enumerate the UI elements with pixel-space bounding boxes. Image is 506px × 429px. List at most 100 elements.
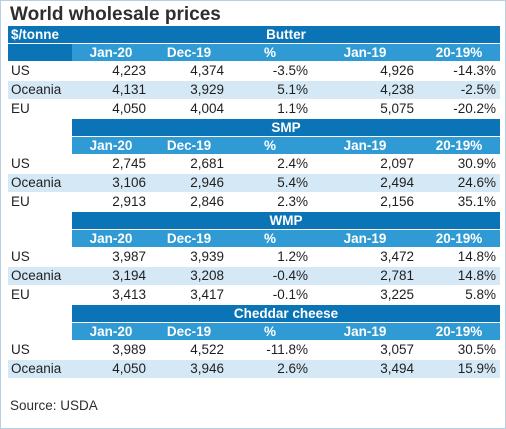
blank-cell: [8, 136, 72, 155]
column-header: Jan-20: [72, 136, 150, 155]
value-cell: 24.6%: [418, 173, 501, 193]
value-cell: 1.2%: [228, 247, 312, 267]
column-header: %: [228, 136, 312, 155]
table-row: US 4,223 4,374 -3.5% 4,926 -14.3%: [8, 61, 501, 81]
table-row: Oceania 3,106 2,946 5.4% 2,494 24.6%: [8, 173, 501, 193]
value-cell: 5.8%: [418, 285, 501, 305]
column-header-row: Jan-20 Dec-19% Jan-19 20-19%: [8, 136, 501, 155]
prices-table: $/tonne Butter Jan-20 Dec-19% Jan-19 20-19% US…: [8, 26, 501, 379]
source-note: Source: USDA: [10, 398, 98, 413]
value-cell: 2.4%: [228, 154, 312, 174]
column-header: Jan-20: [72, 322, 150, 341]
value-cell: 2,494: [312, 173, 418, 193]
value-cell: 4,522: [150, 340, 228, 360]
section-header-row: SMP: [8, 118, 501, 137]
column-header: Dec-19: [150, 322, 228, 341]
value-cell: 3,989: [72, 340, 150, 360]
value-cell: 4,374: [150, 61, 228, 81]
value-cell: 3,194: [72, 266, 150, 286]
column-header: Dec-19: [150, 43, 228, 62]
column-header: Dec-19: [150, 229, 228, 248]
region-label: Oceania: [8, 80, 72, 100]
value-cell: 1.1%: [228, 99, 312, 119]
region-label: US: [8, 247, 72, 267]
units-label: $/tonne: [8, 26, 72, 44]
column-header: Jan-19: [312, 43, 418, 62]
value-cell: 3,472: [312, 247, 418, 267]
value-cell: 3,057: [312, 340, 418, 360]
value-cell: 2,681: [150, 154, 228, 174]
column-header-row: Jan-20 Dec-19% Jan-19 20-19%: [8, 322, 501, 341]
section-title: Cheddar cheese: [72, 304, 501, 323]
value-cell: 3,494: [312, 359, 418, 379]
column-header: Jan-19: [312, 322, 418, 341]
value-cell: 2,781: [312, 266, 418, 286]
region-label: US: [8, 61, 72, 81]
value-cell: 2.3%: [228, 192, 312, 212]
value-cell: 2,846: [150, 192, 228, 212]
value-cell: -2.5%: [418, 80, 501, 100]
table-row: EU 2,913 2,846 2.3% 2,156 35.1%: [8, 192, 501, 212]
region-label: EU: [8, 192, 72, 212]
column-header: %: [228, 229, 312, 248]
blank-cell: [8, 43, 72, 62]
blank-cell: [8, 118, 72, 137]
value-cell: 4,050: [72, 359, 150, 379]
blank-cell: [8, 322, 72, 341]
value-cell: 5.1%: [228, 80, 312, 100]
table-row: US 3,987 3,939 1.2% 3,472 14.8%: [8, 247, 501, 267]
column-header: %: [228, 322, 312, 341]
value-cell: 3,225: [312, 285, 418, 305]
region-label: US: [8, 340, 72, 360]
table-row: EU 4,050 4,004 1.1% 5,075 -20.2%: [8, 99, 501, 119]
column-header: Jan-19: [312, 136, 418, 155]
column-header: 20-19%: [418, 136, 501, 155]
blank-cell: [8, 211, 72, 230]
value-cell: 15.9%: [418, 359, 501, 379]
value-cell: 2,156: [312, 192, 418, 212]
section-title: Butter: [72, 26, 501, 44]
section-title: SMP: [72, 118, 501, 137]
blank-cell: [8, 304, 72, 323]
value-cell: 3,106: [72, 173, 150, 193]
value-cell: -14.3%: [418, 61, 501, 81]
value-cell: 3,929: [150, 80, 228, 100]
value-cell: 4,926: [312, 61, 418, 81]
region-label: Oceania: [8, 173, 72, 193]
section-header-row: $/tonne Butter: [8, 26, 501, 44]
column-header: %: [228, 43, 312, 62]
region-label: EU: [8, 285, 72, 305]
column-header: 20-19%: [418, 322, 501, 341]
value-cell: 3,413: [72, 285, 150, 305]
section-header-row: WMP: [8, 211, 501, 230]
value-cell: 30.5%: [418, 340, 501, 360]
value-cell: 2,946: [150, 173, 228, 193]
value-cell: 4,004: [150, 99, 228, 119]
page-title: World wholesale prices: [10, 4, 221, 25]
column-header: Dec-19: [150, 136, 228, 155]
value-cell: 3,208: [150, 266, 228, 286]
table-row: US 2,745 2,681 2.4% 2,097 30.9%: [8, 154, 501, 174]
region-label: US: [8, 154, 72, 174]
table-row: US 3,989 4,522 -11.8% 3,057 30.5%: [8, 340, 501, 360]
value-cell: -20.2%: [418, 99, 501, 119]
column-header-row: Jan-20 Dec-19% Jan-19 20-19%: [8, 229, 501, 248]
column-header: Jan-19: [312, 229, 418, 248]
table-row: Oceania 4,131 3,929 5.1% 4,238 -2.5%: [8, 80, 501, 100]
value-cell: 2,745: [72, 154, 150, 174]
section-title: WMP: [72, 211, 501, 230]
value-cell: 4,050: [72, 99, 150, 119]
value-cell: 5.4%: [228, 173, 312, 193]
value-cell: 2,097: [312, 154, 418, 174]
value-cell: 14.8%: [418, 247, 501, 267]
column-header: Jan-20: [72, 229, 150, 248]
column-header-row: Jan-20 Dec-19% Jan-19 20-19%: [8, 43, 501, 62]
value-cell: 4,238: [312, 80, 418, 100]
value-cell: 5,075: [312, 99, 418, 119]
prices-table-body: $/tonne Butter Jan-20 Dec-19% Jan-19 20-19% US…: [8, 26, 501, 379]
value-cell: 3,946: [150, 359, 228, 379]
value-cell: 2,913: [72, 192, 150, 212]
table-row: Oceania 3,194 3,208 -0.4% 2,781 14.8%: [8, 266, 501, 286]
value-cell: 3,987: [72, 247, 150, 267]
